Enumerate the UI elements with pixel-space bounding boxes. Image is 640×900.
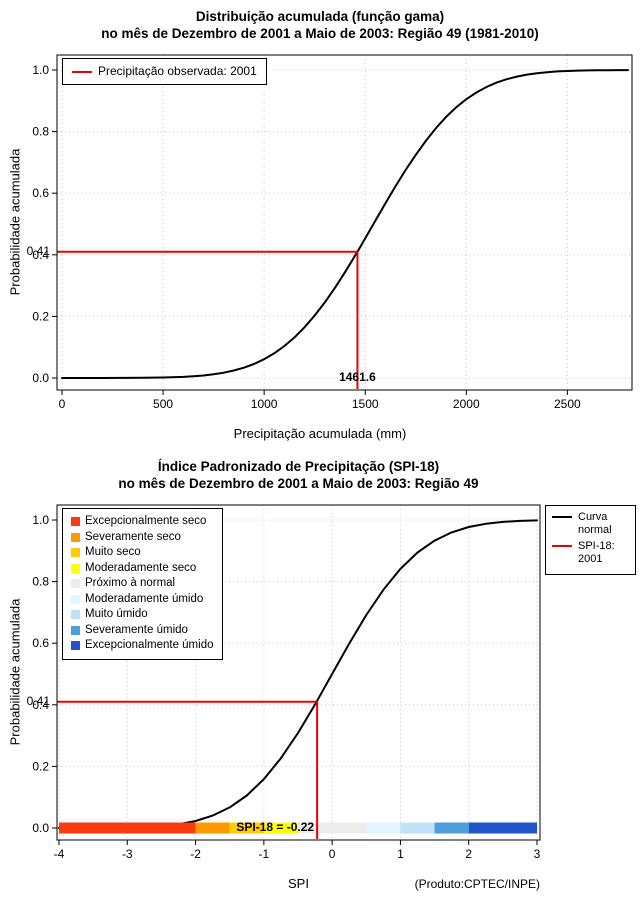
legend-label: Excepcionalmente seco — [85, 515, 207, 527]
x-tick-label: 1500 — [352, 397, 379, 411]
spi-chart: Índice Padronizado de Precipitação (SPI-… — [0, 450, 640, 900]
marker-x-label: SPI-18 = -0.22 — [236, 820, 315, 834]
gamma-cdf-chart: Distribuição acumulada (função gama) no … — [7, 9, 633, 441]
chart1-y-axis-label: Probabilidade acumulada — [7, 148, 23, 296]
category-swatch — [71, 579, 80, 589]
legend-item: Excepcionalmente úmido — [71, 638, 214, 654]
chart1-title: Distribuição acumulada (função gama) — [195, 9, 445, 24]
category-swatch — [71, 641, 80, 651]
legend-label: Muito úmido — [85, 608, 148, 620]
colorbar-segment — [298, 822, 367, 834]
x-tick-label: -1 — [259, 847, 270, 861]
legend-item: Curva normal — [552, 511, 629, 537]
x-tick-label: -4 — [54, 847, 65, 861]
chart2-subtitle: no mês de Dezembro de 2001 a Maio de 200… — [118, 476, 479, 491]
x-tick-label: 1000 — [251, 397, 278, 411]
legend-item: Precipitação observada: 2001 — [72, 64, 257, 79]
y-tick-label: 1.0 — [32, 63, 49, 77]
x-tick-label: -3 — [122, 847, 133, 861]
marker-y-label: 0.41 — [26, 243, 50, 258]
x-tick-label: 1 — [397, 847, 404, 861]
colorbar-segment — [434, 822, 469, 834]
legend-item: Moderadamente seco — [71, 561, 214, 577]
x-tick-label: 3 — [534, 847, 541, 861]
x-tick-label: 2000 — [453, 397, 480, 411]
credit-text: (Produto:CPTEC/INPE) — [414, 877, 540, 891]
colorbar-segment — [468, 822, 537, 834]
chart2-y-axis-label: Probabilidade acumulada — [7, 598, 23, 746]
colorbar-segment — [229, 822, 264, 834]
x-tick-label: -2 — [190, 847, 201, 861]
red-line-swatch — [72, 70, 92, 73]
y-tick-label: 0.0 — [32, 821, 49, 835]
legend-item: Moderadamente úmido — [71, 592, 214, 608]
legend-label: Moderadamente úmido — [85, 592, 204, 605]
legend-item: Próximo à normal — [71, 576, 214, 592]
legend-item: Severamente seco — [71, 530, 214, 546]
y-tick-label: 0.6 — [32, 636, 49, 650]
plot-box — [56, 504, 541, 841]
x-tick-label: 2500 — [554, 397, 581, 411]
category-swatch — [71, 594, 80, 604]
y-tick-label: 0.4 — [32, 248, 49, 262]
legend-label: Curva normal — [578, 511, 612, 536]
black-line-swatch — [552, 516, 572, 518]
legend-label: Precipitação observada: 2001 — [98, 64, 257, 78]
cdf-curve — [61, 69, 629, 379]
category-swatch — [71, 625, 80, 635]
red-line-swatch — [552, 545, 572, 547]
legend-item: Excepcionalmente seco — [71, 514, 214, 530]
legend-item: Severamente úmido — [71, 623, 214, 639]
chart1-x-axis-label: Precipitação acumulada (mm) — [233, 426, 407, 441]
chart2-x-axis-label: SPI — [288, 876, 309, 891]
colorbar-segment — [400, 822, 435, 834]
y-tick-label: 0.0 — [32, 371, 49, 385]
x-tick-label: 0 — [329, 847, 336, 861]
category-swatch — [71, 610, 80, 620]
legend-label: Próximo à normal — [85, 577, 176, 589]
spi-series-legend: Curva normal SPI-18: 2001 — [545, 505, 636, 575]
legend-label: Severamente seco — [85, 530, 181, 543]
plot-box — [56, 54, 633, 391]
marker-x-label: 1461.6 — [339, 370, 376, 384]
y-tick-label: 0.2 — [32, 759, 49, 773]
legend-item: SPI-18: 2001 — [552, 540, 629, 566]
colorbar-segment — [59, 822, 196, 834]
y-tick-label: 0.2 — [32, 309, 49, 323]
chart1-subtitle: no mês de Dezembro de 2001 a Maio de 200… — [101, 26, 539, 41]
x-tick-label: 0 — [59, 397, 66, 411]
colorbar-segment — [366, 822, 401, 834]
y-tick-label: 0.8 — [32, 125, 49, 139]
chart2-title: Índice Padronizado de Precipitação (SPI-… — [157, 459, 440, 474]
legend-label: Moderadamente seco — [85, 561, 197, 574]
gamma-cdf-plot: 0 500 1000 1500 2000 2500 0.0 0.2 0.4 0.6 0.8 1.0 — [32, 54, 633, 411]
marker-y-label: 0.41 — [26, 693, 50, 708]
category-swatch — [71, 563, 80, 573]
legend-item: Muito seco — [71, 545, 214, 561]
x-tick-label: 500 — [153, 397, 173, 411]
chart1-legend: Precipitação observada: 2001 — [62, 58, 267, 85]
legend-label: Severamente úmido — [85, 623, 188, 636]
category-swatch — [71, 548, 80, 558]
legend-label: Excepcionalmente úmido — [85, 639, 214, 651]
colorbar-segment — [195, 822, 230, 834]
colorbar-segment — [263, 822, 298, 834]
y-tick-label: 0.8 — [32, 575, 49, 589]
legend-item: Muito úmido — [71, 607, 214, 623]
legend-label: Muito seco — [85, 546, 141, 558]
y-tick-label: 0.4 — [32, 698, 49, 712]
spi-plot: -4 -3 -2 -1 0 1 2 3 0.0 0.2 0.4 0.6 0.8 1.0 — [32, 504, 541, 861]
legend-label: SPI-18: 2001 — [578, 540, 615, 565]
category-swatch — [71, 532, 80, 542]
y-tick-label: 0.6 — [32, 186, 49, 200]
spi-category-legend: Excepcionalmente seco Severamente seco M… — [62, 508, 223, 660]
x-tick-label: 2 — [465, 847, 472, 861]
y-tick-label: 1.0 — [32, 513, 49, 527]
category-swatch — [71, 517, 80, 527]
